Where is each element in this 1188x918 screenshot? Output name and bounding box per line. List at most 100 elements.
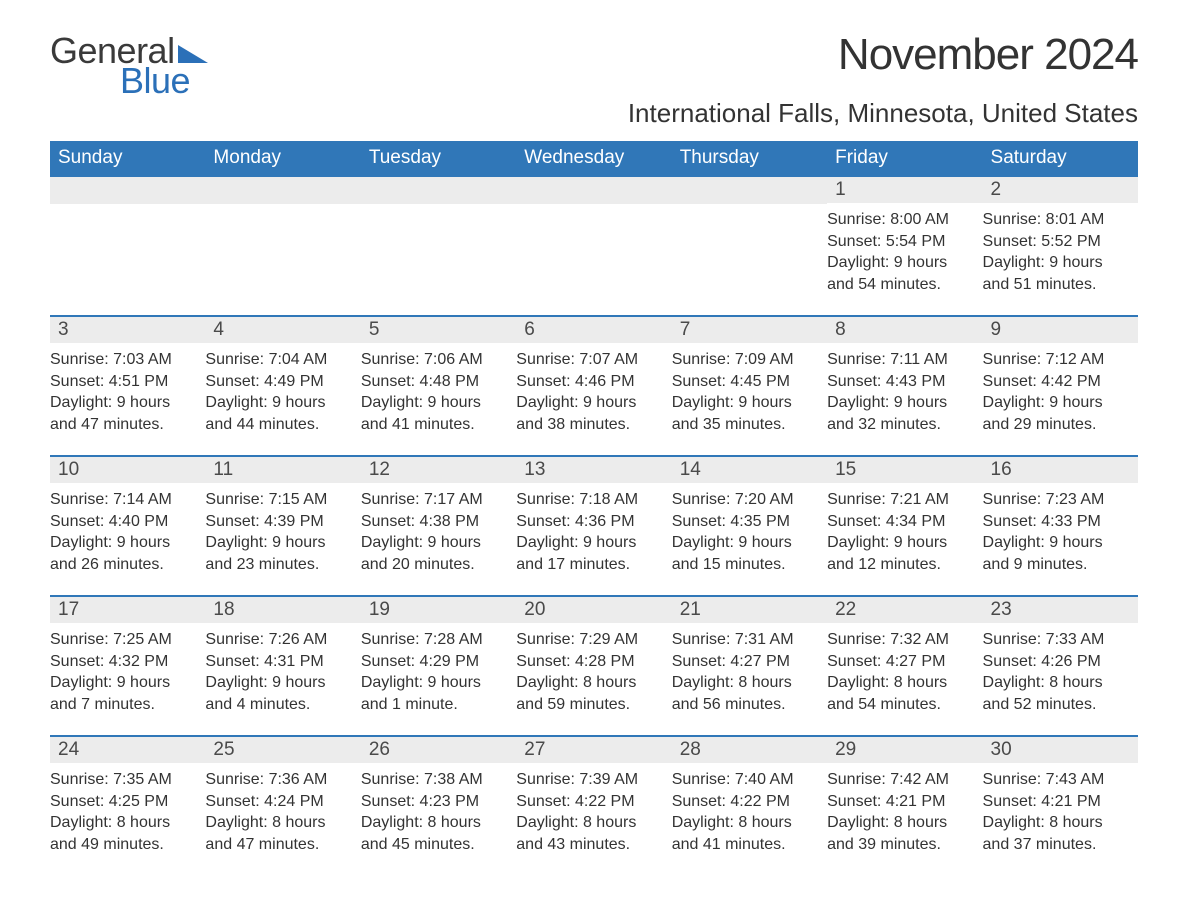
day-content-line: Sunrise: 7:42 AM [827, 769, 974, 791]
day-content-line: Sunset: 4:22 PM [516, 791, 663, 813]
day-content-line: Sunrise: 7:12 AM [983, 349, 1130, 371]
day-content-line: Daylight: 9 hours [205, 532, 352, 554]
day-cell: 11Sunrise: 7:15 AMSunset: 4:39 PMDayligh… [205, 457, 360, 595]
day-content: Sunrise: 7:29 AMSunset: 4:28 PMDaylight:… [516, 623, 671, 717]
week-row: 3Sunrise: 7:03 AMSunset: 4:51 PMDaylight… [50, 315, 1138, 455]
day-content-line: and 17 minutes. [516, 554, 663, 576]
day-content: Sunrise: 7:14 AMSunset: 4:40 PMDaylight:… [50, 483, 205, 577]
day-content-line: Daylight: 9 hours [983, 392, 1130, 414]
day-content-line: Sunrise: 7:40 AM [672, 769, 819, 791]
day-cell: 22Sunrise: 7:32 AMSunset: 4:27 PMDayligh… [827, 597, 982, 735]
day-content: Sunrise: 7:38 AMSunset: 4:23 PMDaylight:… [361, 763, 516, 857]
day-content: Sunrise: 7:06 AMSunset: 4:48 PMDaylight:… [361, 343, 516, 437]
day-header: Friday [827, 141, 982, 175]
day-header: Monday [205, 141, 360, 175]
day-number: 16 [983, 457, 1138, 483]
calendar: SundayMondayTuesdayWednesdayThursdayFrid… [50, 141, 1138, 857]
day-cell: 18Sunrise: 7:26 AMSunset: 4:31 PMDayligh… [205, 597, 360, 735]
day-content-line: Sunrise: 7:17 AM [361, 489, 508, 511]
day-content-line: Daylight: 8 hours [516, 672, 663, 694]
day-content: Sunrise: 7:40 AMSunset: 4:22 PMDaylight:… [672, 763, 827, 857]
day-content-line: Sunset: 4:48 PM [361, 371, 508, 393]
location-text: International Falls, Minnesota, United S… [628, 98, 1138, 129]
day-content: Sunrise: 7:21 AMSunset: 4:34 PMDaylight:… [827, 483, 982, 577]
week-row: 17Sunrise: 7:25 AMSunset: 4:32 PMDayligh… [50, 595, 1138, 735]
day-content-line: Sunrise: 7:38 AM [361, 769, 508, 791]
day-content-line: Daylight: 8 hours [205, 812, 352, 834]
day-content: Sunrise: 8:00 AMSunset: 5:54 PMDaylight:… [827, 203, 982, 297]
day-cell: 21Sunrise: 7:31 AMSunset: 4:27 PMDayligh… [672, 597, 827, 735]
day-content-line: Sunset: 4:22 PM [672, 791, 819, 813]
day-number: 25 [205, 737, 360, 763]
day-content-line: Sunrise: 7:14 AM [50, 489, 197, 511]
day-content-line: Daylight: 8 hours [827, 812, 974, 834]
day-content-line: Sunrise: 7:33 AM [983, 629, 1130, 651]
day-content-line: and 52 minutes. [983, 694, 1130, 716]
day-content: Sunrise: 7:04 AMSunset: 4:49 PMDaylight:… [205, 343, 360, 437]
day-cell: 19Sunrise: 7:28 AMSunset: 4:29 PMDayligh… [361, 597, 516, 735]
day-content: Sunrise: 7:15 AMSunset: 4:39 PMDaylight:… [205, 483, 360, 577]
title-block: November 2024 International Falls, Minne… [628, 30, 1138, 129]
day-header: Thursday [672, 141, 827, 175]
day-content-line: and 41 minutes. [672, 834, 819, 856]
week-row: 10Sunrise: 7:14 AMSunset: 4:40 PMDayligh… [50, 455, 1138, 595]
day-content-line: Sunrise: 7:35 AM [50, 769, 197, 791]
day-content-line: Daylight: 9 hours [50, 672, 197, 694]
day-content-line: Daylight: 9 hours [205, 672, 352, 694]
day-number: 10 [50, 457, 205, 483]
day-content-line: Sunset: 4:33 PM [983, 511, 1130, 533]
day-content: Sunrise: 8:01 AMSunset: 5:52 PMDaylight:… [983, 203, 1138, 297]
day-header: Sunday [50, 141, 205, 175]
day-content-line: Daylight: 9 hours [50, 392, 197, 414]
day-content-line: Daylight: 9 hours [205, 392, 352, 414]
day-number: 3 [50, 317, 205, 343]
day-content: Sunrise: 7:09 AMSunset: 4:45 PMDaylight:… [672, 343, 827, 437]
day-content-line: Sunrise: 8:00 AM [827, 209, 974, 231]
weeks-container: 1Sunrise: 8:00 AMSunset: 5:54 PMDaylight… [50, 175, 1138, 857]
day-content: Sunrise: 7:31 AMSunset: 4:27 PMDaylight:… [672, 623, 827, 717]
day-content-line: Sunset: 4:21 PM [827, 791, 974, 813]
day-content-line: and 45 minutes. [361, 834, 508, 856]
page-header: General Blue November 2024 International… [50, 30, 1138, 129]
day-header: Tuesday [361, 141, 516, 175]
day-content-line: and 15 minutes. [672, 554, 819, 576]
day-content-line: Sunset: 4:29 PM [361, 651, 508, 673]
day-content-line: and 1 minute. [361, 694, 508, 716]
day-number-empty [672, 177, 827, 204]
day-content: Sunrise: 7:42 AMSunset: 4:21 PMDaylight:… [827, 763, 982, 857]
day-content-line: Daylight: 9 hours [672, 532, 819, 554]
day-content-line: Sunrise: 7:43 AM [983, 769, 1130, 791]
day-header: Saturday [983, 141, 1138, 175]
day-content-line: Sunset: 4:35 PM [672, 511, 819, 533]
day-content: Sunrise: 7:32 AMSunset: 4:27 PMDaylight:… [827, 623, 982, 717]
day-cell [361, 177, 516, 315]
day-content-line: Sunset: 4:25 PM [50, 791, 197, 813]
day-number: 29 [827, 737, 982, 763]
day-content-line: Sunrise: 7:06 AM [361, 349, 508, 371]
day-number: 7 [672, 317, 827, 343]
day-cell: 20Sunrise: 7:29 AMSunset: 4:28 PMDayligh… [516, 597, 671, 735]
day-cell: 14Sunrise: 7:20 AMSunset: 4:35 PMDayligh… [672, 457, 827, 595]
day-header-row: SundayMondayTuesdayWednesdayThursdayFrid… [50, 141, 1138, 175]
day-number: 5 [361, 317, 516, 343]
day-content-line: Sunrise: 7:26 AM [205, 629, 352, 651]
day-content: Sunrise: 7:36 AMSunset: 4:24 PMDaylight:… [205, 763, 360, 857]
day-cell: 12Sunrise: 7:17 AMSunset: 4:38 PMDayligh… [361, 457, 516, 595]
day-number-empty [50, 177, 205, 204]
day-cell: 9Sunrise: 7:12 AMSunset: 4:42 PMDaylight… [983, 317, 1138, 455]
day-content-line: Sunset: 4:23 PM [361, 791, 508, 813]
day-number: 20 [516, 597, 671, 623]
day-content-line: Daylight: 9 hours [361, 392, 508, 414]
day-content-line: Sunset: 4:39 PM [205, 511, 352, 533]
day-content-line: Daylight: 9 hours [983, 532, 1130, 554]
day-number: 12 [361, 457, 516, 483]
day-content-line: and 54 minutes. [827, 274, 974, 296]
day-content-line: Sunrise: 7:25 AM [50, 629, 197, 651]
day-content-line: and 38 minutes. [516, 414, 663, 436]
day-cell: 6Sunrise: 7:07 AMSunset: 4:46 PMDaylight… [516, 317, 671, 455]
day-content-line: Daylight: 9 hours [827, 252, 974, 274]
day-content-line: Sunset: 4:49 PM [205, 371, 352, 393]
day-content: Sunrise: 7:35 AMSunset: 4:25 PMDaylight:… [50, 763, 205, 857]
day-content-line: and 49 minutes. [50, 834, 197, 856]
day-header: Wednesday [516, 141, 671, 175]
